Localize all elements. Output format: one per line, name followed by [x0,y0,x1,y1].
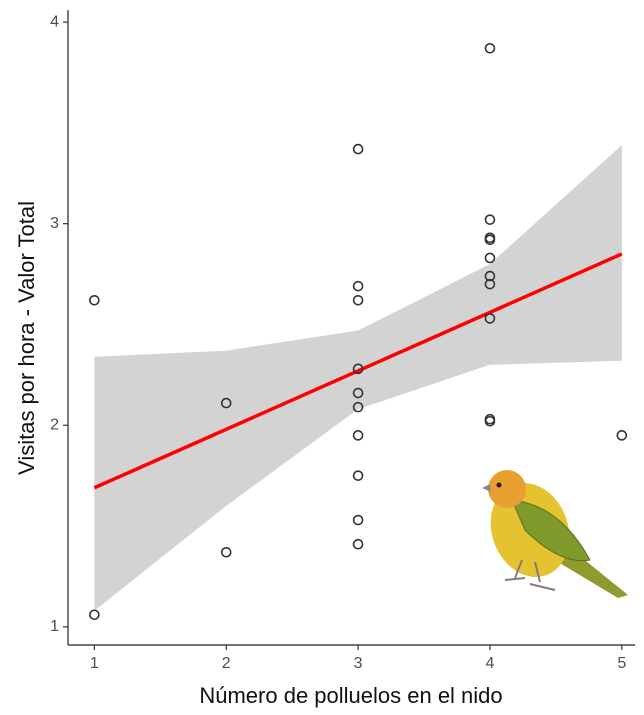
x-tick-label: 1 [90,655,99,672]
data-point [90,610,99,619]
data-point [354,471,363,480]
y-tick-label: 2 [50,416,59,433]
chart: Número de polluelos en el nido Visitas p… [0,0,644,715]
data-point [354,282,363,291]
data-point [485,44,494,53]
x-tick-label: 4 [486,655,495,672]
data-point [354,296,363,305]
data-point [485,253,494,262]
y-tick-label: 3 [50,215,59,232]
data-point [354,431,363,440]
bird-beak [482,484,491,492]
x-tick-label: 5 [617,655,626,672]
y-tick-label: 4 [50,13,59,30]
bird-eye [497,483,502,488]
x-tick-label: 3 [354,655,363,672]
data-point [617,431,626,440]
data-point [354,540,363,549]
y-tick-label: 1 [50,618,59,635]
y-axis-title: Visitas por hora - Valor Total [14,201,39,475]
bird-illustration [478,470,628,598]
x-tick-label: 2 [222,655,231,672]
data-point [354,145,363,154]
data-point [222,548,231,557]
x-axis-title: Número de polluelos en el nido [199,683,502,708]
data-point [354,516,363,525]
bird-head [488,470,526,508]
data-point [90,296,99,305]
data-point [485,215,494,224]
